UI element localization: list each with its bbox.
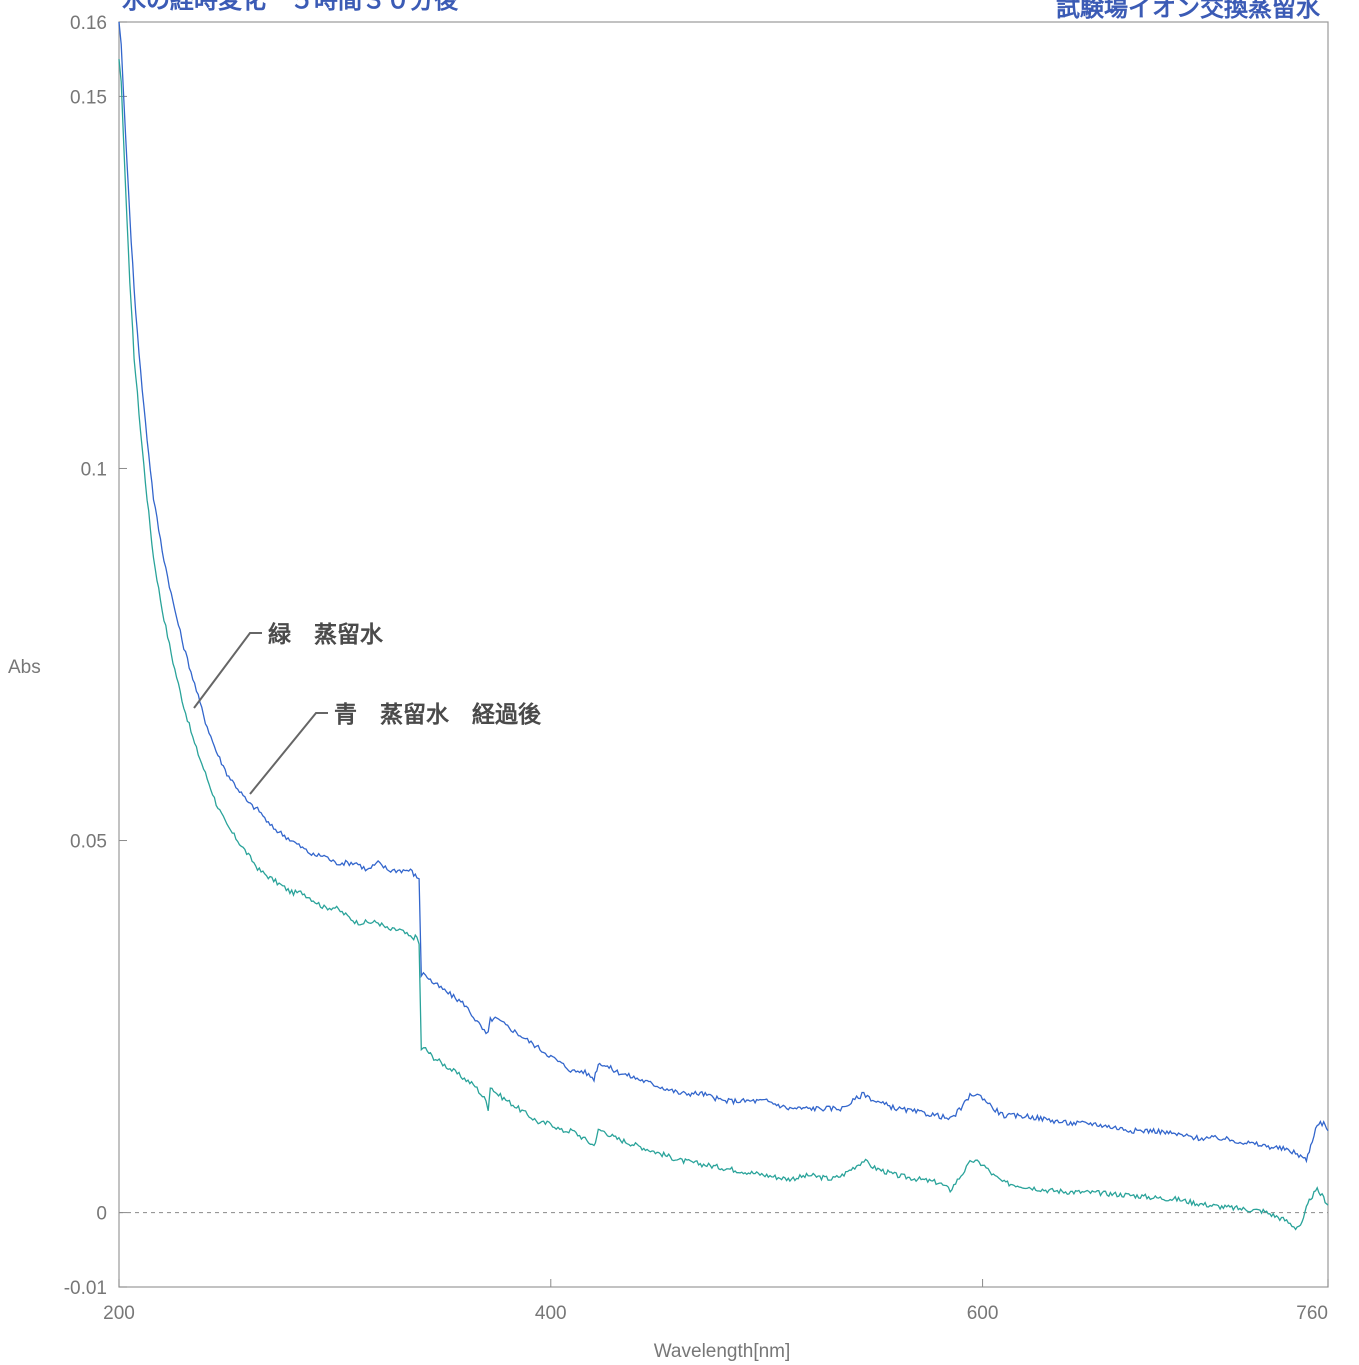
annotation-green-arrow [193,632,262,709]
series-line-1 [118,21,1329,1164]
x-axis-ticks: 200 400 600 760 [103,1279,1329,1324]
x-tick-label: 760 [1296,1303,1328,1324]
chart-title-right: 試験場イオン交換蒸留水 [1056,0,1321,22]
chart-title-left: 水の経時変化 ５時間３０分後 [122,0,459,14]
x-axis-title: Wavelength[nm] [654,1341,791,1362]
y-axis-ticks: -0.01 0 0.05 0.1 0.15 0.16 [64,13,127,1299]
y-tick-label: 0.15 [70,87,107,108]
series-line-0 [118,59,1329,1231]
x-tick-label: 600 [967,1303,999,1324]
y-tick-label: -0.01 [64,1278,107,1299]
annotation-blue: 青 蒸留水 経過後 [249,701,542,795]
y-tick-label: 0 [96,1204,107,1225]
y-axis-title: Abs [8,657,41,678]
annotation-green-label: 緑 蒸留水 [268,621,384,648]
annotation-blue-arrow [249,712,328,795]
y-tick-label: 0.16 [70,13,107,34]
x-tick-label: 200 [103,1303,135,1324]
annotation-green: 緑 蒸留水 [193,621,384,709]
y-tick-label: 0.1 [81,459,107,480]
plot-frame [118,21,1329,1288]
series-layer [118,21,1329,1231]
annotation-blue-label: 青 蒸留水 経過後 [334,701,542,728]
x-tick-label: 400 [535,1303,567,1324]
y-tick-label: 0.05 [70,832,107,853]
